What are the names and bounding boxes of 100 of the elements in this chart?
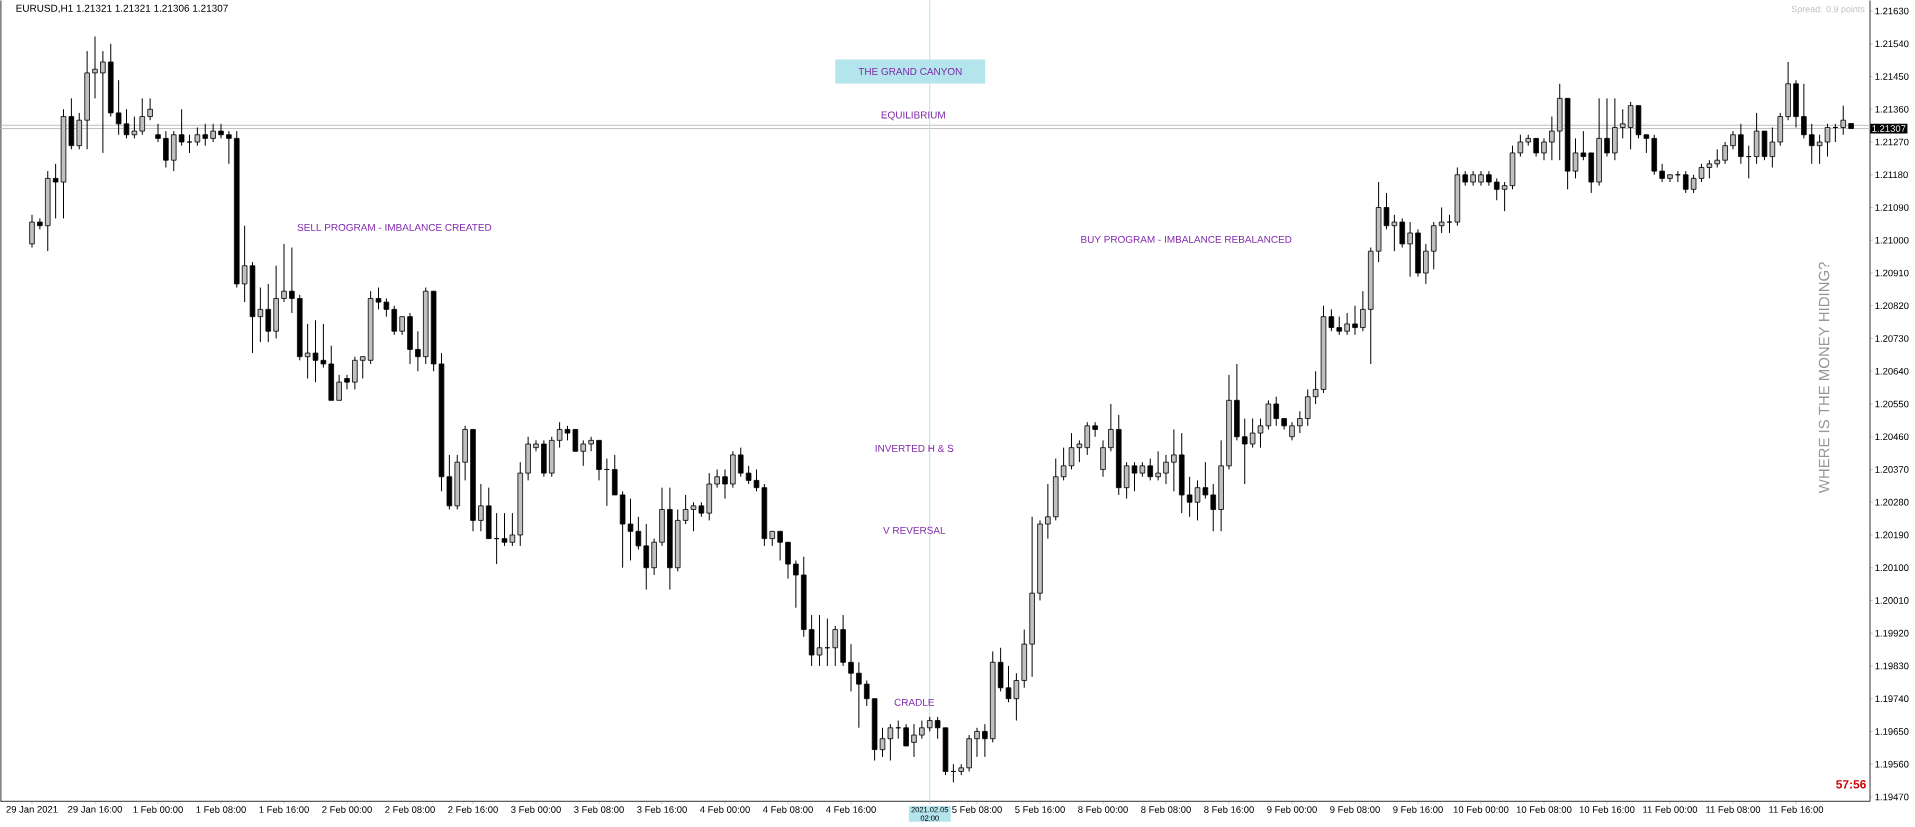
x-tick-label: 1 Feb 08:00 — [196, 805, 246, 813]
chart-title: EURUSD,H1 1.21321 1.21321 1.21306 1.21307 — [16, 4, 228, 13]
annotation: V REVERSAL — [883, 526, 946, 534]
y-tick-label: 1.20820 — [1875, 302, 1909, 309]
candlestick — [1297, 410, 1303, 434]
candlestick — [1446, 214, 1453, 234]
y-tick-label: 1.19470 — [1875, 793, 1909, 801]
y-tick-label: 1.20460 — [1875, 433, 1909, 440]
y-tick-label: 1.20010 — [1875, 596, 1909, 604]
candlestick — [359, 356, 366, 379]
y-tick-label: 1.21180 — [1875, 171, 1908, 178]
candlestick — [163, 130, 169, 168]
annotation: EQUILIBRIUM — [881, 111, 945, 121]
x-tick-label: 4 Feb 08:00 — [762, 805, 813, 813]
candlestick — [218, 123, 224, 139]
candlestick — [37, 217, 43, 230]
candlestick — [289, 246, 295, 314]
candlestick — [1682, 170, 1689, 194]
candlestick — [1714, 148, 1721, 168]
y-tick-label: 1.19920 — [1875, 629, 1909, 637]
candlestick — [478, 483, 484, 532]
x-tick-label: 5 Feb 16:00 — [1015, 805, 1065, 813]
candlestick — [1147, 457, 1154, 481]
candlestick — [265, 283, 272, 343]
candlestick — [399, 316, 405, 336]
annotation: CRADLE — [894, 698, 935, 706]
candlestick — [186, 134, 193, 154]
y-tick-label: 1.20550 — [1875, 400, 1909, 408]
x-tick-label: 4 Feb 00:00 — [699, 805, 750, 813]
candlestick — [777, 530, 783, 561]
candlestick — [1344, 312, 1350, 336]
y-tick-label: 1.21360 — [1875, 105, 1909, 113]
candlestick — [178, 108, 185, 147]
y-tick-label: 1.19830 — [1875, 662, 1909, 670]
x-tick-label: 3 Feb 08:00 — [574, 805, 624, 813]
x-tick-label: 8 Feb 00:00 — [1078, 805, 1128, 813]
candlestick — [155, 123, 161, 143]
x-tick-label: 4 Feb 16:00 — [825, 805, 876, 813]
candlestick — [1155, 450, 1161, 481]
y-tick-label: 1.20370 — [1875, 465, 1909, 473]
y-tick-label: 1.20190 — [1875, 531, 1909, 539]
candlestick — [1092, 421, 1098, 438]
candlestick — [1604, 97, 1610, 157]
x-tick-label: 9 Feb 16:00 — [1393, 805, 1443, 813]
candlestick — [415, 330, 421, 372]
y-tick-label: 1.20100 — [1875, 564, 1909, 571]
candlestick — [1801, 83, 1807, 139]
y-tick-label: 1.21540 — [1875, 40, 1909, 47]
candlestick — [832, 625, 839, 667]
candlestick — [147, 97, 153, 121]
candlestick — [863, 679, 870, 707]
candlestick — [92, 35, 98, 99]
y-tick-label: 1.20640 — [1875, 367, 1909, 375]
y-tick-label: 1.20280 — [1875, 498, 1909, 506]
x-tick-label: 11 Feb 08:00 — [1706, 805, 1761, 813]
annotation: INVERTED H & S — [875, 444, 954, 452]
candlestick — [1171, 428, 1177, 492]
candlestick — [29, 214, 35, 248]
candlestick — [1438, 206, 1445, 234]
candlestick — [643, 523, 650, 590]
candlestick — [919, 719, 925, 740]
ref-line-label: 1.21307 — [1872, 125, 1906, 132]
candlestick — [1541, 137, 1547, 161]
x-tick-label: 1 Feb 16:00 — [259, 805, 309, 813]
candlestick — [336, 374, 342, 401]
y-tick-label: 1.19560 — [1875, 760, 1909, 768]
candlestick — [1241, 417, 1248, 485]
candlestick — [533, 439, 539, 452]
annotation: SELL PROGRAM - IMBALANCE CREATED — [297, 223, 492, 231]
candlestick — [903, 723, 909, 747]
candlestick — [1304, 388, 1311, 427]
annotation: 57:56 — [1836, 779, 1866, 789]
x-tick-label: 3 Feb 00:00 — [511, 805, 561, 813]
candlestick — [281, 243, 287, 303]
x-tick-label: 3 Feb 16:00 — [637, 805, 687, 813]
candlestick — [1738, 123, 1744, 165]
x-tick-label: 11 Feb 16:00 — [1769, 805, 1824, 813]
y-tick-label: 1.19740 — [1875, 695, 1909, 702]
candlestick — [1045, 483, 1051, 539]
candlestick — [1108, 403, 1114, 452]
candlestick — [1730, 130, 1736, 150]
candlestick — [974, 727, 980, 758]
candlestick — [1659, 163, 1665, 183]
x-tick-label: 8 Feb 16:00 — [1204, 805, 1254, 813]
candlestick — [1493, 177, 1500, 201]
candlestick — [1407, 221, 1413, 277]
x-tick-label: 10 Feb 00:00 — [1453, 805, 1509, 813]
candlestick — [1533, 137, 1539, 157]
candlestick — [848, 643, 854, 692]
candlestick — [1352, 305, 1358, 336]
y-tick-label: 1.21090 — [1875, 204, 1909, 211]
candlestick — [856, 661, 862, 729]
y-tick-label: 1.21270 — [1875, 138, 1909, 146]
y-tick-label: 1.21000 — [1875, 236, 1909, 244]
candlestick — [344, 374, 350, 390]
x-tick-label: 2 Feb 16:00 — [448, 805, 498, 813]
candlestick — [911, 723, 917, 758]
x-tick-label: 9 Feb 00:00 — [1267, 805, 1317, 813]
candlestick — [580, 439, 587, 467]
y-tick-label: 1.20730 — [1875, 335, 1909, 342]
